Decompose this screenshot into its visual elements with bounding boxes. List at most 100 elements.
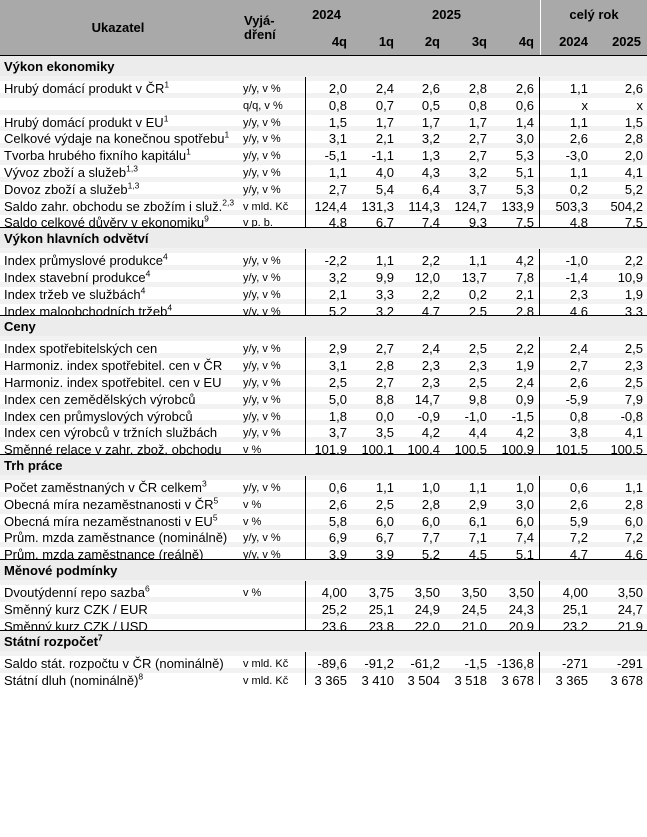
- cell-value: -1,4: [565, 269, 588, 285]
- label-text: Index stavební produkce: [4, 269, 146, 285]
- cell-value: 2,3: [569, 286, 588, 302]
- cell-value: 2,1: [328, 286, 347, 302]
- cell-value: 0,5: [421, 97, 440, 113]
- cell-value: 3,50: [508, 584, 534, 600]
- label-text: Prům. mzda zaměstnance (reálně): [4, 547, 204, 563]
- row-label: Index tržeb ve službách4: [0, 286, 236, 303]
- row-label: Státní dluh (nominálně)8: [0, 673, 236, 689]
- cell-value: -1,5: [464, 656, 487, 672]
- cell-value: 3,3: [375, 286, 394, 302]
- cell-value: -1,0: [565, 253, 588, 269]
- cell-value: 3,50: [617, 584, 643, 600]
- table-row: Počet zaměstnaných v ČR celkem3 y/y, v % 0…: [0, 474, 647, 495]
- row-label: Index průmyslové produkce4: [0, 253, 236, 269]
- table-row: Saldo celkové důvěry v ekonomiku9 v p. b.…: [0, 210, 647, 230]
- cell-value: 3,1: [328, 131, 347, 147]
- label-text: Počet zaměstnaných v ČR celkem: [4, 479, 202, 495]
- macro-forecast-table: Ukazatel Vyjá- dření 2024 2025 celý rok …: [0, 0, 647, 688]
- label-text: Výkon ekonomiky: [4, 59, 115, 74]
- row-unit: y/y, v %: [243, 116, 281, 129]
- cell-value: 23,2: [562, 618, 588, 634]
- table-section: Výkon ekonomiky Hrubý domácí produkt v ČR…: [0, 55, 647, 230]
- table-row: Hrubý domácí produkt v EU1 y/y, v % 1,5 1,7…: [0, 109, 647, 130]
- cell-value: 2,8: [375, 358, 394, 374]
- cell-value: 2,0: [624, 148, 643, 164]
- table-row: Index cen průmyslových výrobců y/y, v % 1,…: [0, 403, 647, 424]
- cell-value: 4,00: [562, 584, 588, 600]
- cell-value: 2,9: [468, 496, 487, 512]
- label-text: Dovoz zboží a služeb: [4, 181, 128, 197]
- cell-value: 3,75: [368, 584, 394, 600]
- cell-value: 5,9: [569, 513, 588, 529]
- cell-value: 3,2: [328, 269, 347, 285]
- cell-value: 1,1: [375, 479, 394, 495]
- cell-value: -136,8: [497, 656, 534, 672]
- cell-value: 6,0: [375, 513, 394, 529]
- row-unit: y/y, v %: [243, 166, 281, 179]
- row-unit: q/q, v %: [243, 99, 283, 112]
- cell-value: 1,5: [328, 114, 347, 130]
- cell-value: 2,3: [421, 374, 440, 390]
- cell-value: 2,7: [468, 148, 487, 164]
- cell-value: 1,1: [468, 253, 487, 269]
- cell-value: 3,0: [515, 496, 534, 512]
- cell-value: 1,1: [468, 479, 487, 495]
- cell-value: 4,4: [468, 425, 487, 441]
- cell-value: 5,0: [328, 391, 347, 407]
- cell-value: 2,7: [328, 181, 347, 197]
- row-unit: v %: [243, 586, 262, 599]
- label-text: Směnné relace v zahr. zbož. obchodu: [4, 442, 222, 458]
- cell-value: 7,5: [515, 215, 534, 231]
- cell-value: 23,8: [368, 618, 394, 634]
- footnote-marker: 1,3: [126, 163, 138, 174]
- cell-value: 7,8: [515, 269, 534, 285]
- cell-value: 21,0: [461, 618, 487, 634]
- cell-value: -271: [561, 656, 588, 672]
- column-header-year-2025: 2025: [612, 34, 641, 49]
- row-label: Index cen výrobců v tržních službách: [0, 425, 236, 441]
- cell-value: 3,7: [328, 425, 347, 441]
- cell-value: 6,0: [421, 513, 440, 529]
- label-text: Obecná míra nezaměstnanosti v EU: [4, 513, 213, 529]
- cell-value: 1,7: [375, 114, 394, 130]
- label-text: Saldo stát. rozpočtu v ČR (nominálně): [4, 656, 224, 672]
- cell-value: 1,1: [328, 164, 347, 180]
- cell-value: 22,0: [414, 618, 440, 634]
- label-text: Prům. mzda zaměstnance (nominálně): [4, 530, 228, 546]
- row-unit: y/y, v %: [243, 549, 281, 562]
- table-row: Směnné relace v zahr. zbož. obchodu v % 10…: [0, 437, 647, 458]
- cell-value: 101,5: [555, 442, 588, 458]
- row-unit: y/y, v %: [243, 305, 281, 318]
- label-text: Měnové podmínky: [4, 562, 118, 578]
- cell-value: 124,4: [314, 198, 347, 214]
- row-label: Index maloobchodních tržeb4: [0, 303, 236, 320]
- cell-value: 9,9: [375, 269, 394, 285]
- cell-value: 2,7: [468, 131, 487, 147]
- cell-value: 3 365: [555, 673, 588, 689]
- cell-value: 4,00: [321, 584, 347, 600]
- cell-value: 2,2: [421, 253, 440, 269]
- table-row: Obecná míra nezaměstnanosti v ČR5 v % 2,6 2…: [0, 491, 647, 512]
- cell-value: 5,8: [328, 513, 347, 529]
- table-row: Prům. mzda zaměstnance (nominálně) y/y, v…: [0, 525, 647, 546]
- cell-value: 3,2: [421, 131, 440, 147]
- cell-value: 10,9: [617, 269, 643, 285]
- row-unit: y/y, v %: [243, 410, 281, 423]
- cell-value: 133,9: [501, 198, 534, 214]
- cell-value: 7,1: [468, 530, 487, 546]
- cell-value: 2,5: [624, 341, 643, 357]
- cell-value: 1,1: [569, 81, 588, 96]
- cell-value: 0,6: [328, 479, 347, 495]
- table-section: Trh práce Počet zaměstnaných v ČR celkem3…: [0, 453, 647, 563]
- cell-value: 3,9: [328, 547, 347, 563]
- cell-value: 6,7: [375, 530, 394, 546]
- cell-value: 2,5: [624, 374, 643, 390]
- row-label: Dovoz zboží a služeb1,3: [0, 181, 236, 198]
- section-header: Trh práce: [0, 453, 647, 475]
- footnote-marker: 7: [97, 632, 103, 643]
- column-divider-line: [305, 249, 306, 316]
- cell-value: 100,4: [407, 442, 440, 458]
- cell-value: -61,2: [410, 656, 440, 672]
- table-row: Index maloobchodních tržeb4 y/y, v % 5,2 3,…: [0, 298, 647, 319]
- row-label: Hrubý domácí produkt v ČR1: [0, 80, 236, 97]
